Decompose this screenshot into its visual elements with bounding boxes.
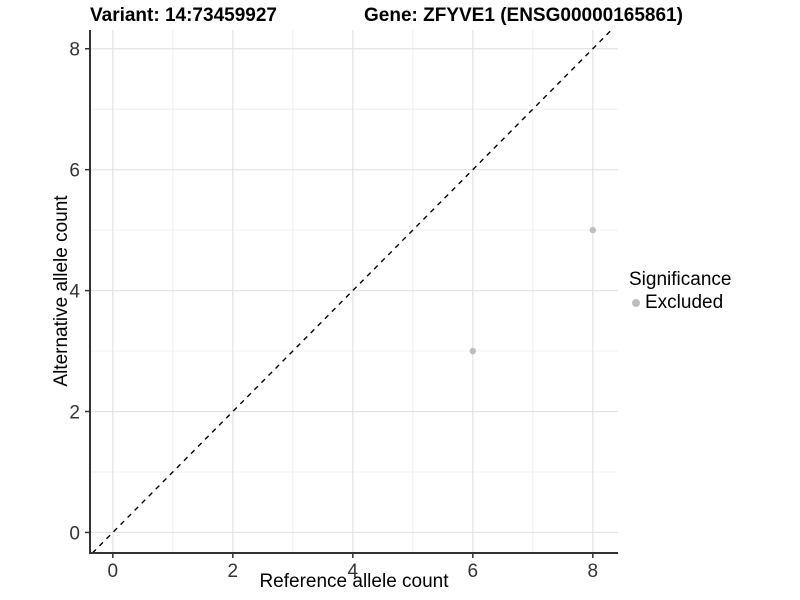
legend-point-swatch-icon	[632, 298, 640, 307]
y-tick-label: 8	[69, 40, 80, 61]
legend: Significance Excluded	[629, 268, 731, 314]
x-tick-label: 0	[108, 561, 119, 582]
y-tick-label: 4	[69, 282, 80, 303]
identity-dashed-line	[91, 29, 612, 554]
legend-item-label: Excluded	[645, 292, 724, 313]
y-tick-label: 0	[69, 523, 80, 544]
data-point	[469, 347, 476, 355]
variant-title: Variant: 14:73459927	[90, 5, 277, 26]
x-tick-label: 4	[348, 561, 359, 582]
data-point	[589, 226, 596, 234]
gene-title: Gene: ZFYVE1 (ENSG00000165861)	[364, 5, 683, 26]
x-tick-label: 8	[588, 561, 599, 582]
x-axis-title: Reference allele count	[259, 571, 449, 592]
x-tick-label: 2	[228, 561, 239, 582]
x-tick-label: 6	[468, 561, 479, 582]
y-tick-label: 6	[69, 161, 80, 182]
legend-item-excluded: Excluded	[629, 291, 731, 314]
y-axis-title: Alternative allele count	[51, 195, 72, 387]
legend-title: Significance	[629, 269, 732, 290]
y-tick-label: 2	[69, 403, 80, 424]
